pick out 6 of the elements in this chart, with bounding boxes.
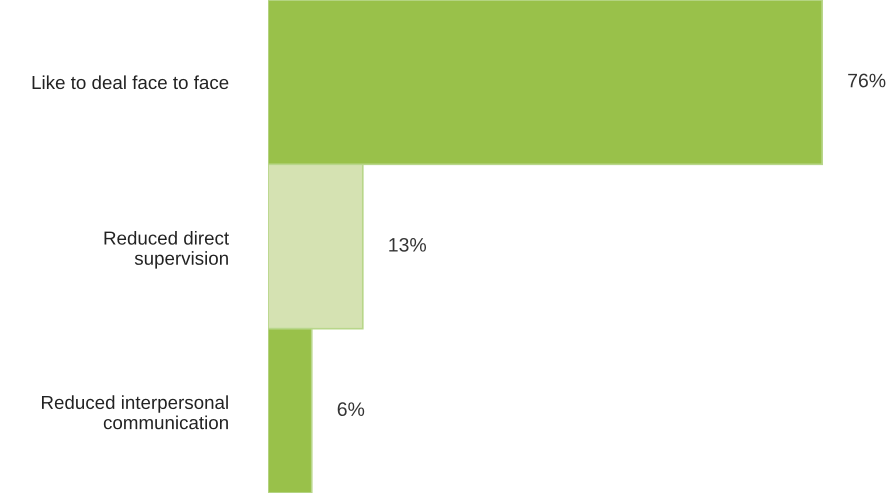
data-label: 13% [389,238,426,252]
y-tick-label: Reduced interpersonal communication [42,395,228,430]
y-tick-label: Reduced direct supervision [104,230,229,269]
data-label: 6% [338,402,364,416]
data-label: 76% [848,74,886,88]
y-tick-label: Like to deal face to face [32,75,228,90]
